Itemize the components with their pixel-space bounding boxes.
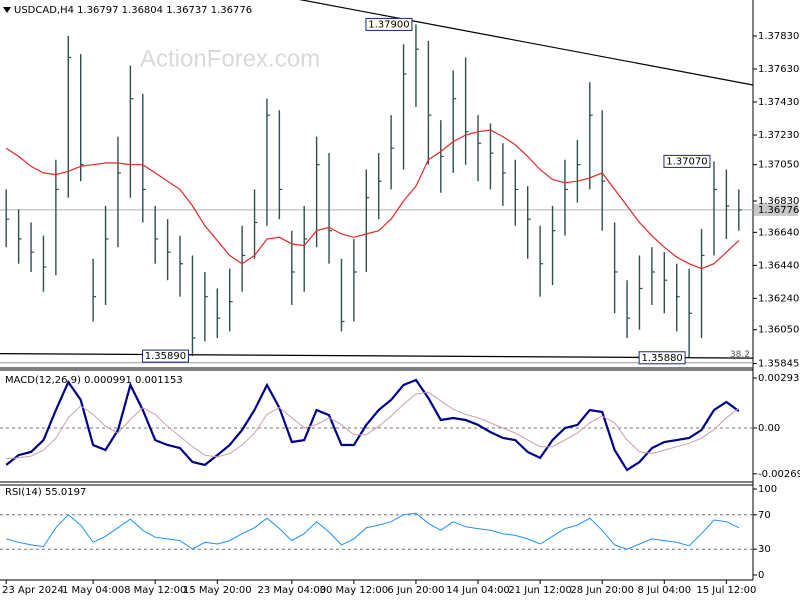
y-tick-label: 1.36830 xyxy=(758,196,799,207)
fib-label: 38.2 xyxy=(730,350,750,360)
y-tick-label: 0.002939 xyxy=(758,373,800,384)
price-label: 1.37900 xyxy=(368,19,409,30)
y-tick-label: 1.36640 xyxy=(758,227,799,238)
y-tick-label: 1.36050 xyxy=(758,325,799,336)
y-tick-label: 30 xyxy=(758,544,771,555)
macd-title: MACD(12,26,9) 0.000991 0.001153 xyxy=(5,375,183,386)
x-tick-label: 23 Apr 2024 xyxy=(2,585,64,596)
y-tick-label: 1.36240 xyxy=(758,293,799,304)
price-plot xyxy=(0,0,753,364)
x-tick-label: 28 Jun 20:00 xyxy=(570,585,634,596)
y-tick-label: 1.37630 xyxy=(758,64,799,75)
trendline xyxy=(298,0,753,86)
x-tick-label: 8 May 12:00 xyxy=(124,585,186,596)
y-tick-label: 100 xyxy=(758,484,777,495)
indicator-line xyxy=(6,512,740,550)
y-tick-label: 1.37430 xyxy=(758,97,799,108)
watermark: ActionForex.com xyxy=(140,45,320,72)
y-tick-label: 0.00 xyxy=(758,423,780,434)
y-tick-label: 1.35845 xyxy=(758,359,799,370)
y-tick-label: 1.37050 xyxy=(758,160,799,171)
trendline xyxy=(0,353,753,359)
price-label-box xyxy=(365,17,413,31)
last-price-box xyxy=(754,203,798,216)
y-tick-label: 1.36440 xyxy=(758,260,799,271)
price-label-box xyxy=(141,349,189,363)
price-label: 1.35890 xyxy=(145,351,186,362)
y-tick-label: -0.002696 xyxy=(758,469,800,480)
x-tick-label: 23 May 04:00 xyxy=(258,585,327,596)
rsi-title: RSI(14) 55.0197 xyxy=(5,487,86,498)
indicator-line xyxy=(6,391,740,460)
x-tick-label: 6 Jun 20:00 xyxy=(387,585,444,596)
x-tick-label: 14 Jun 04:00 xyxy=(446,585,510,596)
price-label-box xyxy=(663,154,711,168)
price-label-box xyxy=(638,351,686,365)
x-tick-label: 30 May 12:00 xyxy=(320,585,389,596)
indicator-line xyxy=(5,378,740,472)
x-tick-label: 15 Jul 12:00 xyxy=(696,585,756,596)
y-tick-label: 1.37230 xyxy=(758,130,799,141)
x-tick-label: 1 May 04:00 xyxy=(62,585,124,596)
title-icon xyxy=(3,7,11,13)
last-price-label: 1.36776 xyxy=(758,205,799,216)
price-label: 1.37070 xyxy=(666,156,707,167)
chart-title: USDCAD,H4 1.36797 1.36804 1.36737 1.3677… xyxy=(14,5,252,16)
x-tick-label: 8 Jul 04:00 xyxy=(637,585,691,596)
y-tick-label: 70 xyxy=(758,510,771,521)
y-tick-label: 0 xyxy=(758,570,764,581)
x-tick-label: 21 Jun 12:00 xyxy=(508,585,572,596)
y-tick-label: 1.37830 xyxy=(758,31,799,42)
price-label: 1.35880 xyxy=(641,353,682,364)
moving-average xyxy=(5,129,740,270)
x-tick-label: 15 May 20:00 xyxy=(183,585,252,596)
